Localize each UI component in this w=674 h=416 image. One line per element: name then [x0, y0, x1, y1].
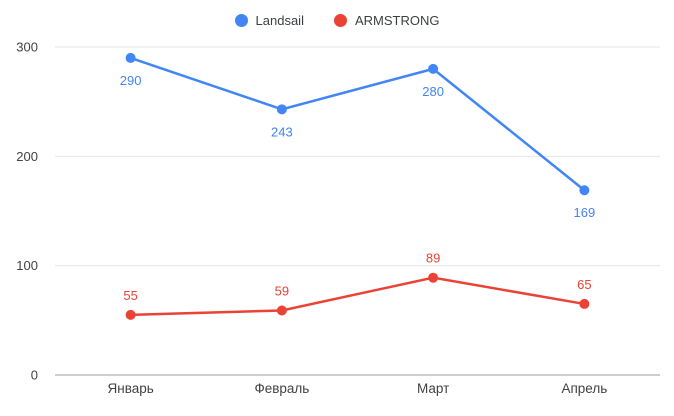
legend-item-landsail: Landsail: [234, 13, 304, 28]
legend-label-landsail: Landsail: [255, 13, 304, 28]
x-tick-label: Февраль: [254, 381, 309, 396]
data-label-armstrong: 59: [275, 283, 289, 298]
legend-dot-icon-armstrong: [333, 14, 347, 27]
y-tick-label: 100: [16, 258, 38, 273]
data-point-landsail: [428, 63, 439, 74]
data-label-landsail: 169: [574, 205, 596, 220]
data-point-landsail: [125, 52, 136, 63]
legend-dot-icon-landsail: [234, 14, 248, 27]
data-point-armstrong: [428, 272, 439, 283]
data-label-armstrong: 65: [577, 277, 591, 292]
data-point-armstrong: [579, 298, 590, 309]
data-label-armstrong: 55: [123, 288, 137, 303]
y-tick-label: 300: [16, 40, 38, 55]
data-label-armstrong: 89: [426, 251, 440, 266]
series-line-armstrong: [130, 276, 585, 317]
data-label-landsail: 243: [271, 124, 293, 139]
legend-item-armstrong: ARMSTRONG: [333, 13, 440, 28]
x-tick-label: Март: [417, 381, 449, 396]
x-tick-label: Январь: [107, 381, 153, 396]
data-label-landsail: 280: [422, 84, 444, 99]
data-point-landsail: [579, 185, 590, 196]
x-tick-label: Апрель: [561, 381, 607, 396]
y-tick-label: 200: [16, 149, 38, 164]
data-label-landsail: 290: [120, 73, 142, 88]
chart-legend: Landsail ARMSTRONG: [0, 13, 674, 28]
legend-label-armstrong: ARMSTRONG: [354, 13, 440, 28]
data-point-armstrong: [125, 309, 136, 320]
data-point-landsail: [276, 104, 287, 115]
series-line-landsail: [130, 56, 586, 192]
y-tick-label: 0: [31, 368, 38, 383]
data-point-armstrong: [276, 305, 287, 316]
